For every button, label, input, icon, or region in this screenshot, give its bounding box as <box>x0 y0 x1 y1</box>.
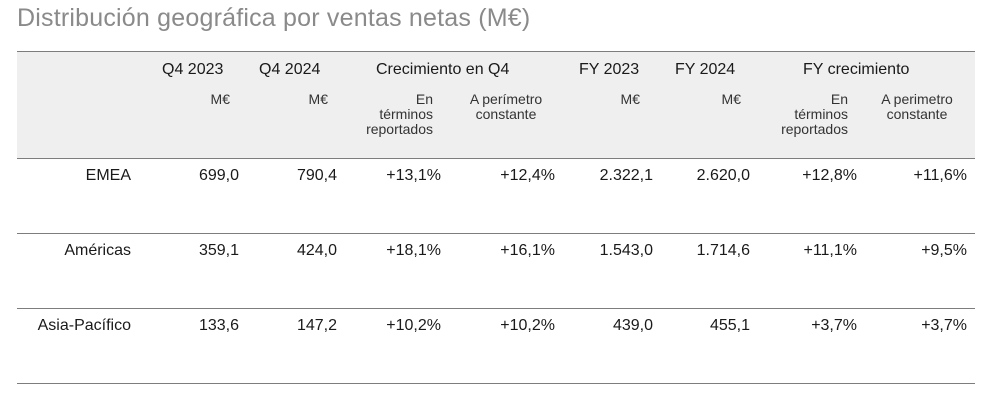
unit-fy-2024: M€ <box>721 91 741 107</box>
row-label: Asia-Pacífico <box>37 317 131 334</box>
cell-fy-2023: 439,0 <box>612 317 653 334</box>
cell-fy-reported: +11,1% <box>803 242 857 259</box>
page-title: Distribución geográfica por ventas netas… <box>17 4 531 32</box>
row-label: EMEA <box>85 167 131 184</box>
cell-fy-constant: +9,5% <box>921 242 967 259</box>
cell-q4-2023: 699,0 <box>198 167 239 184</box>
header-fy-growth: FY crecimiento <box>803 61 910 78</box>
subheader-fy-constant: A perimetro constante <box>881 91 953 122</box>
cell-fy-constant: +11,6% <box>913 167 967 184</box>
cell-q4-constant: +10,2% <box>500 317 555 334</box>
cell-q4-2024: 790,4 <box>296 167 337 184</box>
header-q4-2024: Q4 2024 <box>259 61 321 78</box>
header-q4-growth: Crecimiento en Q4 <box>376 61 510 78</box>
table-top-rule <box>17 51 975 52</box>
cell-fy-2023: 2.322,1 <box>599 167 653 184</box>
cell-fy-2024: 2.620,0 <box>696 167 750 184</box>
table-bottom-rule <box>17 383 975 384</box>
cell-fy-constant: +3,7% <box>921 317 967 334</box>
header-fy-2023: FY 2023 <box>579 61 640 78</box>
unit-fy-2023: M€ <box>620 91 640 107</box>
cell-fy-reported: +3,7% <box>811 317 857 334</box>
subheader-fy-reported: En términos reportados <box>781 91 848 137</box>
row-divider <box>17 308 975 309</box>
cell-fy-2023: 1.543,0 <box>599 242 653 259</box>
header-fy-2024: FY 2024 <box>675 61 736 78</box>
unit-q4-2024: M€ <box>308 91 328 107</box>
header-bottom-rule <box>17 158 975 159</box>
cell-q4-2024: 147,2 <box>296 317 337 334</box>
cell-fy-2024: 455,1 <box>709 317 750 334</box>
cell-q4-reported: +18,1% <box>386 242 441 259</box>
cell-q4-2024: 424,0 <box>296 242 337 259</box>
cell-q4-2023: 133,6 <box>198 317 239 334</box>
row-divider <box>17 233 975 234</box>
subheader-q4-reported: En términos reportados <box>366 91 433 137</box>
cell-q4-reported: +13,1% <box>386 167 441 184</box>
cell-fy-2024: 1.714,6 <box>696 242 750 259</box>
cell-q4-2023: 359,1 <box>198 242 239 259</box>
table-header <box>17 52 975 158</box>
subheader-q4-constant: A perímetro constante <box>469 91 543 122</box>
cell-q4-constant: +12,4% <box>500 167 555 184</box>
cell-q4-constant: +16,1% <box>500 242 555 259</box>
cell-fy-reported: +12,8% <box>802 167 857 184</box>
unit-q4-2023: M€ <box>210 91 230 107</box>
header-q4-2023: Q4 2023 <box>162 61 224 78</box>
cell-q4-reported: +10,2% <box>386 317 441 334</box>
row-label: Américas <box>64 242 131 259</box>
